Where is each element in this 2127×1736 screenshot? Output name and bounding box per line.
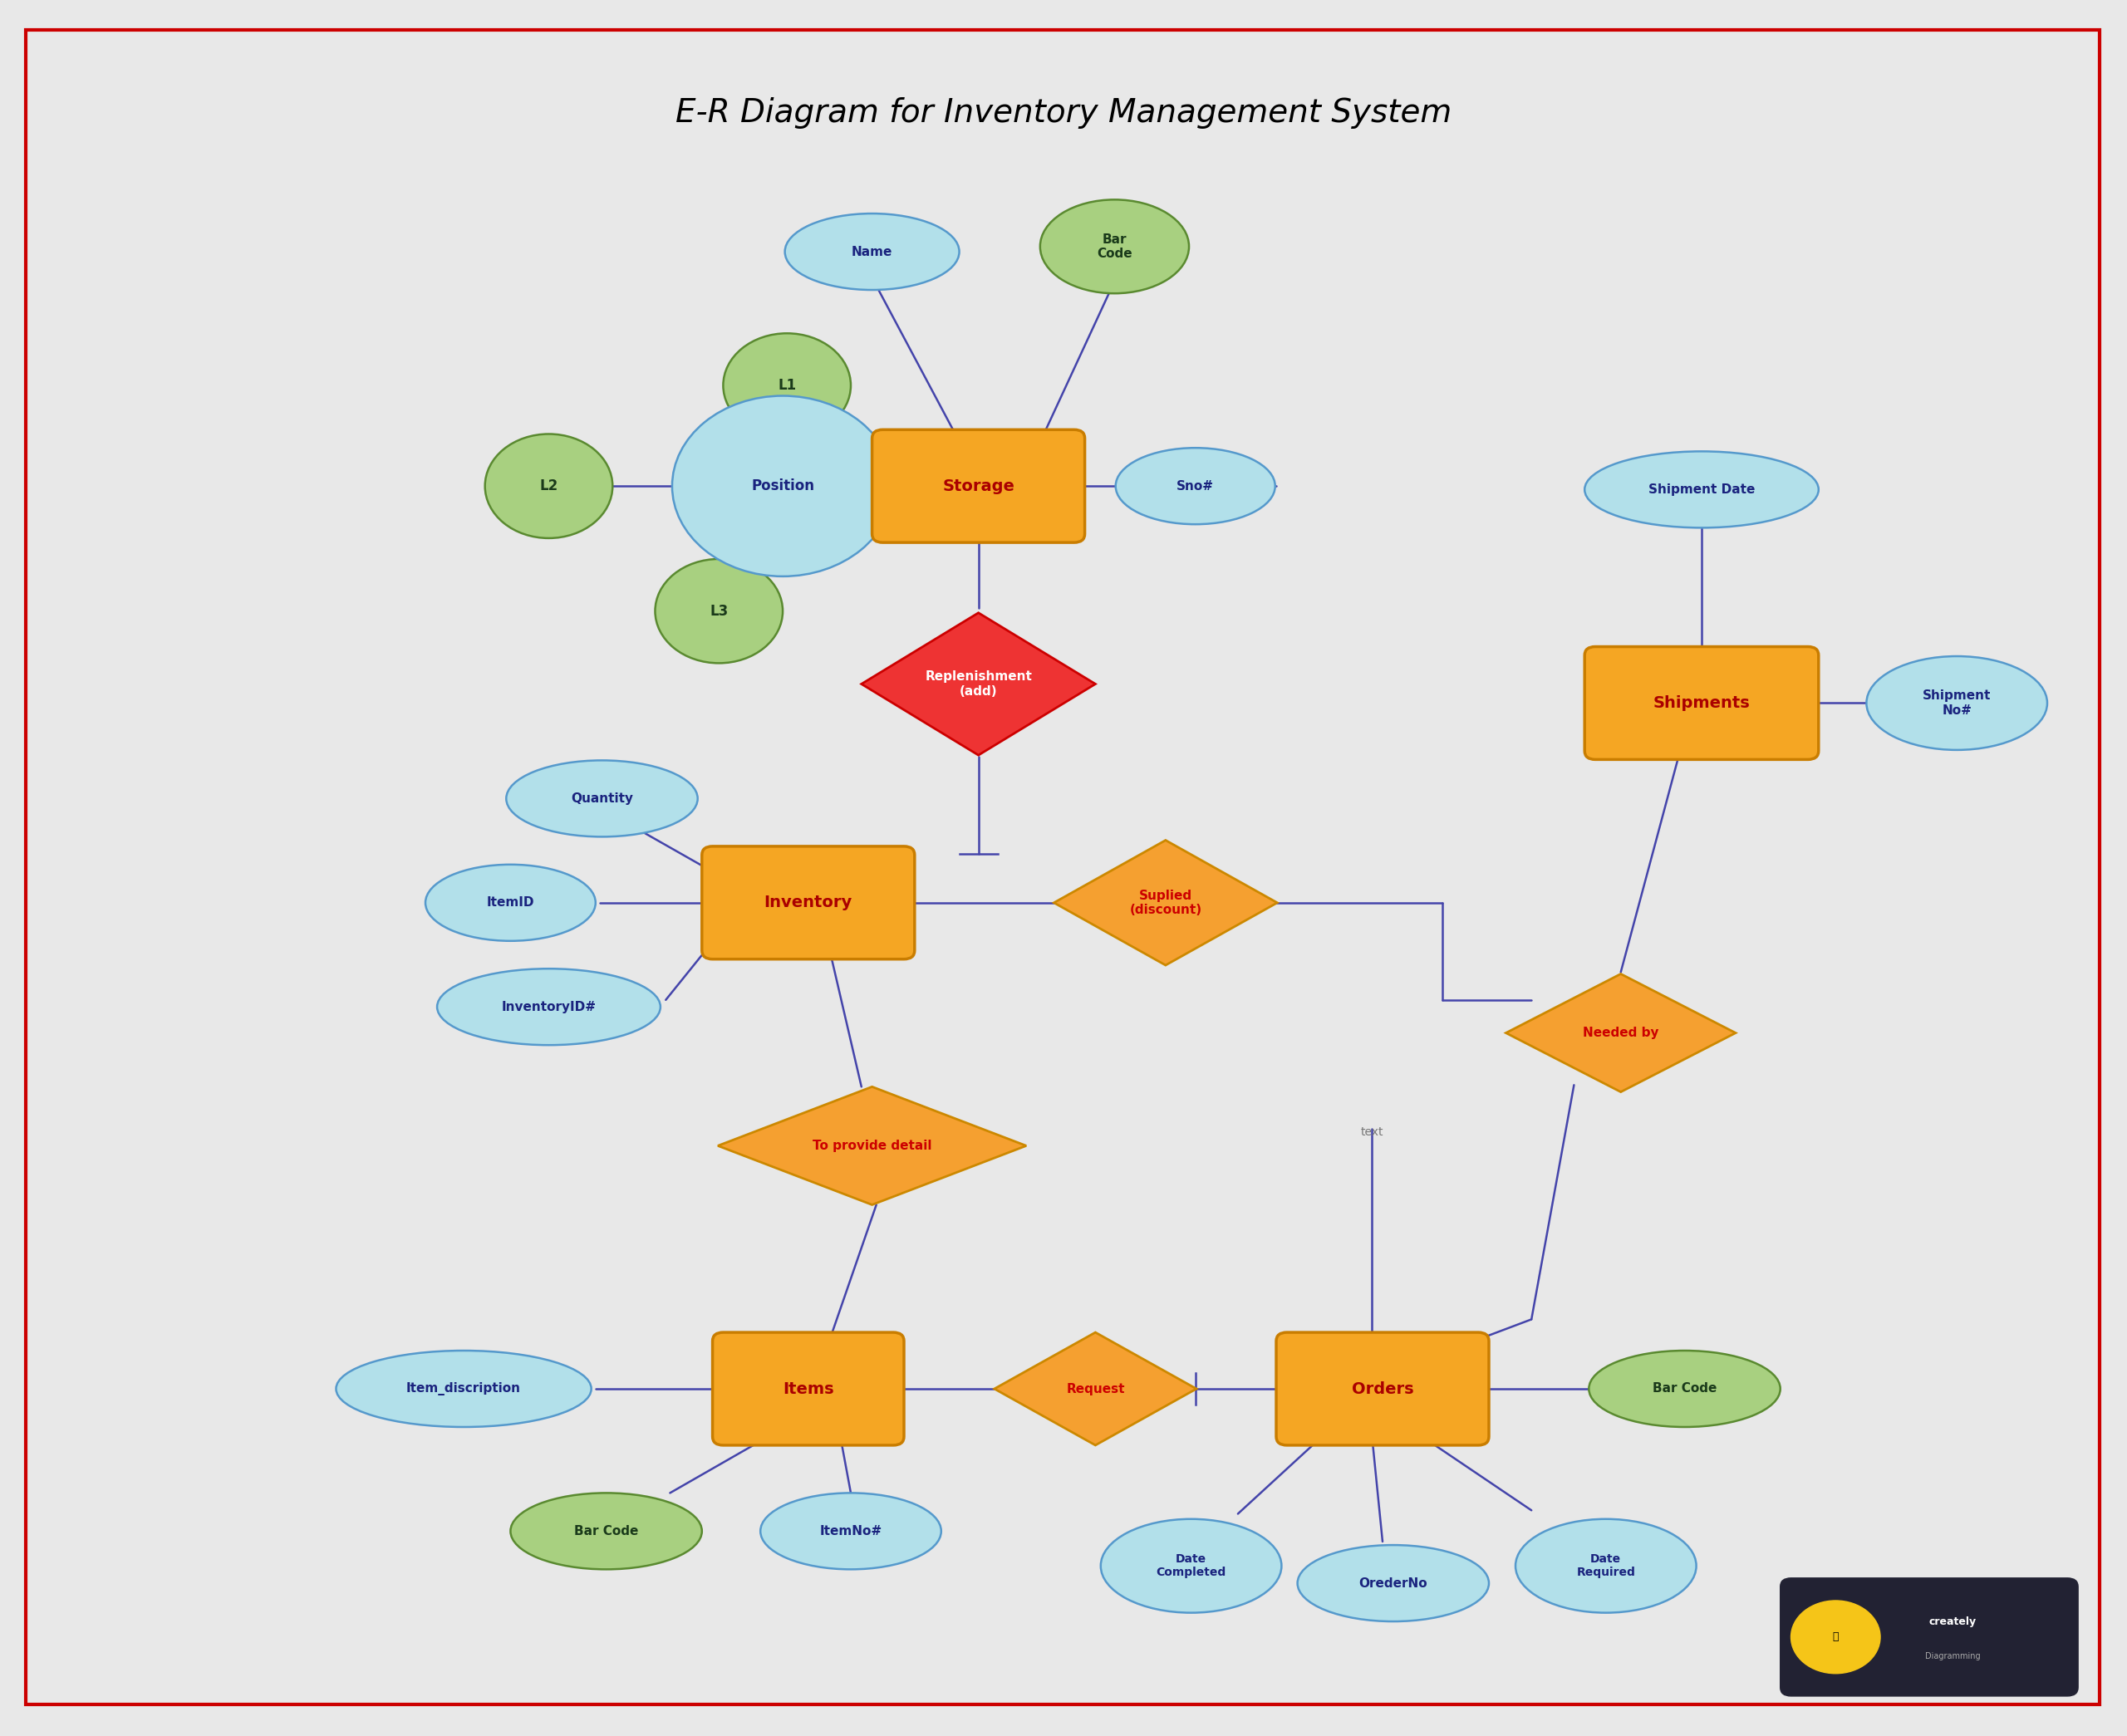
Text: Shipments: Shipments <box>1653 694 1751 712</box>
Ellipse shape <box>506 760 698 837</box>
Ellipse shape <box>785 214 959 290</box>
Ellipse shape <box>336 1351 591 1427</box>
Circle shape <box>1791 1601 1880 1674</box>
Text: Items: Items <box>783 1380 834 1397</box>
Text: Shipment Date: Shipment Date <box>1648 483 1755 496</box>
Text: L1: L1 <box>778 378 795 392</box>
Text: text: text <box>1361 1127 1383 1137</box>
Ellipse shape <box>1297 1545 1489 1621</box>
Ellipse shape <box>438 969 659 1045</box>
Circle shape <box>672 396 893 576</box>
Text: Bar Code: Bar Code <box>574 1524 638 1538</box>
Text: Quantity: Quantity <box>570 792 634 806</box>
Text: Item_discription: Item_discription <box>406 1382 521 1396</box>
Text: Date
Required: Date Required <box>1576 1554 1636 1578</box>
Text: Orders: Orders <box>1351 1380 1414 1397</box>
Ellipse shape <box>1040 200 1189 293</box>
Text: Request: Request <box>1066 1382 1125 1396</box>
Text: L2: L2 <box>540 479 557 493</box>
Text: 💡: 💡 <box>1833 1632 1838 1642</box>
Text: Replenishment
(add): Replenishment (add) <box>925 670 1032 698</box>
Ellipse shape <box>1514 1519 1697 1613</box>
Text: Needed by: Needed by <box>1582 1026 1659 1040</box>
Ellipse shape <box>1589 1351 1780 1427</box>
Polygon shape <box>1055 840 1278 965</box>
Polygon shape <box>1506 974 1736 1092</box>
FancyBboxPatch shape <box>872 431 1085 543</box>
Text: Sno#: Sno# <box>1176 479 1215 493</box>
FancyBboxPatch shape <box>1780 1578 2078 1696</box>
FancyBboxPatch shape <box>713 1333 904 1444</box>
FancyBboxPatch shape <box>1585 648 1819 760</box>
Ellipse shape <box>1117 448 1276 524</box>
Text: ItemNo#: ItemNo# <box>819 1524 883 1538</box>
Circle shape <box>485 434 613 538</box>
Text: Name: Name <box>851 245 893 259</box>
Text: creately: creately <box>1929 1616 1976 1627</box>
Text: Bar
Code: Bar Code <box>1098 233 1132 260</box>
Circle shape <box>655 559 783 663</box>
Ellipse shape <box>761 1493 940 1569</box>
FancyBboxPatch shape <box>702 847 915 960</box>
Text: Shipment
No#: Shipment No# <box>1923 689 1991 717</box>
Text: Diagramming: Diagramming <box>1925 1653 1980 1660</box>
Text: Date
Completed: Date Completed <box>1157 1554 1225 1578</box>
Text: OrederNo: OrederNo <box>1359 1576 1427 1590</box>
Polygon shape <box>861 613 1095 755</box>
Text: InventoryID#: InventoryID# <box>502 1000 596 1014</box>
Text: E-R Diagram for Inventory Management System: E-R Diagram for Inventory Management Sys… <box>676 97 1451 128</box>
Ellipse shape <box>1868 656 2048 750</box>
Polygon shape <box>995 1333 1195 1444</box>
Circle shape <box>723 333 851 437</box>
FancyBboxPatch shape <box>1276 1333 1489 1444</box>
Text: L3: L3 <box>710 604 727 618</box>
Polygon shape <box>717 1087 1027 1205</box>
Text: Suplied
(discount): Suplied (discount) <box>1129 889 1202 917</box>
Text: Storage: Storage <box>942 477 1015 495</box>
Text: ItemID: ItemID <box>487 896 534 910</box>
Text: Position: Position <box>751 479 815 493</box>
Text: Bar Code: Bar Code <box>1653 1382 1716 1396</box>
Ellipse shape <box>1102 1519 1280 1613</box>
Ellipse shape <box>1585 451 1819 528</box>
Ellipse shape <box>510 1493 702 1569</box>
Ellipse shape <box>425 865 596 941</box>
Text: Inventory: Inventory <box>764 894 853 911</box>
Text: To provide detail: To provide detail <box>813 1139 932 1153</box>
